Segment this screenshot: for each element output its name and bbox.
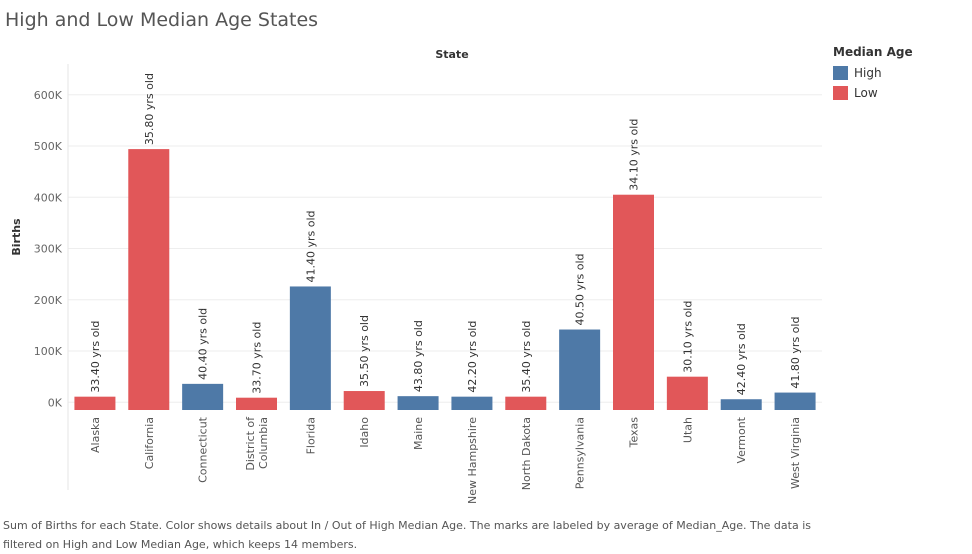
bar [505,396,547,410]
y-tick-label: 200K [34,294,63,307]
bar [451,396,493,410]
legend: Median Age High Low [833,45,913,103]
data-label: 42.40 yrs old [735,323,748,395]
x-tick-label: District of [244,416,257,471]
x-tick-label: Pennsylvania [574,417,587,489]
y-tick-label: 300K [34,243,63,256]
bar [74,396,116,410]
x-tick-label: Alaska [89,417,102,453]
data-label: 40.40 yrs old [197,308,210,380]
bar [236,397,277,410]
legend-label-high: High [854,66,882,80]
bar [613,194,654,410]
legend-swatch-high [833,66,848,80]
bar [128,149,170,410]
x-tick-label: Idaho [358,417,371,448]
bar [182,383,224,410]
x-axis-title: State [435,48,468,61]
data-label: 40.50 yrs old [574,254,587,326]
chart-title: High and Low Median Age States [5,9,319,31]
data-label: 30.10 yrs old [681,301,694,373]
y-tick-label: 600K [34,89,63,102]
chart-caption: Sum of Births for each State. Color show… [3,519,811,551]
legend-swatch-low [833,86,848,100]
x-tick-label: Utah [681,417,694,443]
legend-item-high[interactable]: High [833,63,913,83]
bar [289,286,331,410]
data-label: 41.80 yrs old [789,317,802,389]
x-tick-label: North Dakota [520,417,533,490]
data-label: 35.40 yrs old [520,321,533,393]
bar [774,392,816,410]
bar [559,329,601,410]
x-tick-label: Connecticut [197,416,210,483]
x-tick-label: Maine [412,417,425,450]
x-tick-label: West Virginia [789,417,802,489]
x-tick-label: New Hampshire [466,417,479,504]
x-tick-label: Columbia [257,417,270,469]
x-tick-label: Texas [628,417,641,449]
x-tick-label: Vermont [735,416,748,463]
data-label: 42.20 yrs old [466,321,479,393]
y-tick-label: 500K [34,140,63,153]
data-label: 35.50 yrs old [358,315,371,387]
bar [666,376,708,410]
x-tick-label: California [143,417,156,469]
data-label: 34.10 yrs old [628,119,641,191]
data-label: 33.40 yrs old [89,321,102,393]
legend-title: Median Age [833,45,913,59]
y-tick-label: 100K [34,345,63,358]
data-label: 35.80 yrs old [143,73,156,145]
data-label: 33.70 yrs old [251,322,264,394]
y-tick-label: 0K [48,396,63,409]
data-label: 43.80 yrs old [412,320,425,392]
bar [397,396,439,410]
bar [720,399,762,410]
y-tick-label: 400K [34,191,63,204]
bar [343,391,385,410]
x-tick-label: Florida [304,417,317,454]
data-label: 41.40 yrs old [304,210,317,282]
legend-label-low: Low [854,86,878,100]
legend-item-low[interactable]: Low [833,83,913,103]
y-axis-title: Births [10,218,23,256]
